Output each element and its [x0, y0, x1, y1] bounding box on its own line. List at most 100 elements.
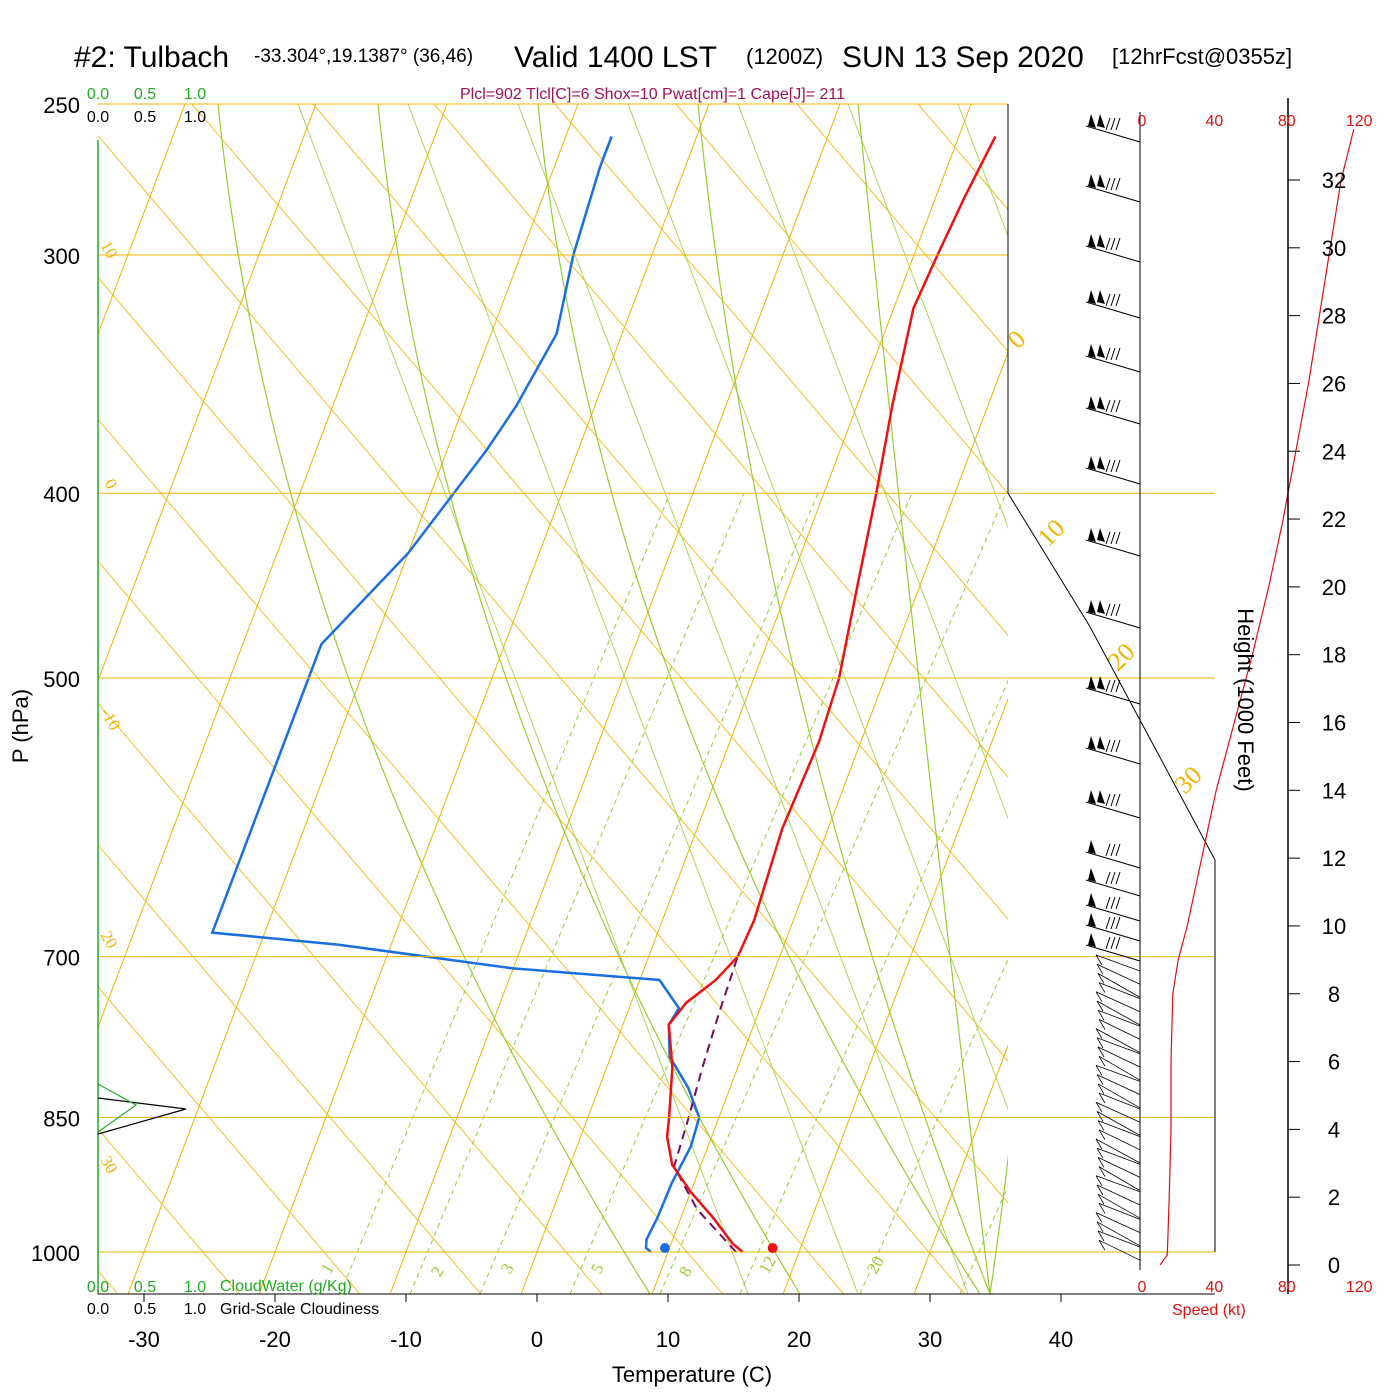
pressure-tick-label: 500	[43, 667, 80, 692]
cloudwater-scale-top: 0.0	[87, 86, 109, 103]
wind-barb-flag	[1115, 793, 1121, 807]
cloudiness-scale-top: 0.0	[87, 109, 109, 126]
pressure-tick-label: 400	[43, 482, 80, 507]
wind-barb	[1085, 736, 1141, 765]
low-level-barb-staff	[1098, 1203, 1141, 1220]
low-level-barb-staff	[1096, 1000, 1141, 1026]
wind-barb-flag	[1105, 237, 1111, 251]
speed-tick-bottom: 40	[1206, 1279, 1224, 1296]
diagonal-line	[98, 134, 1008, 1204]
isotherm-line	[651, 351, 1008, 1294]
cloudiness-scale-bottom: 0.5	[134, 1301, 156, 1318]
isotherm-line	[913, 1044, 1008, 1294]
low-level-barb-feather	[1096, 1037, 1104, 1049]
speed-tick-top: 120	[1346, 113, 1373, 130]
wind-barb-flag	[1110, 117, 1116, 131]
pressure-tick-label: 250	[43, 93, 80, 118]
x-tick-label: 0	[531, 1327, 543, 1352]
wind-barb-flag	[1115, 916, 1121, 930]
low-level-barb-staff	[1097, 973, 1141, 998]
low-level-barb-feather	[1098, 1055, 1106, 1067]
low-level-barb-staff	[1097, 1193, 1141, 1219]
low-level-barb-feather	[1098, 1239, 1106, 1251]
isotherm-line	[127, 104, 579, 1294]
cloudiness-label: Grid-Scale Cloudiness	[220, 1301, 379, 1318]
wind-barb-flag	[1110, 896, 1116, 910]
wind-barb-staff	[1085, 467, 1141, 485]
height-tick-label: 18	[1322, 643, 1346, 668]
y-axis-label: P (hPa)	[8, 689, 33, 763]
low-level-barb-staff	[1098, 1092, 1141, 1110]
wind-barb-flag	[1110, 739, 1116, 753]
wind-barb-pennant	[1088, 933, 1096, 947]
cloudwater-scale-top: 0.5	[134, 86, 156, 103]
height-tick-label: 4	[1328, 1117, 1340, 1142]
wind-barb-flag	[1110, 293, 1116, 307]
wind-barb	[1085, 114, 1141, 143]
wind-barb-staff	[1085, 801, 1141, 819]
height-tick-label: 12	[1322, 846, 1346, 871]
height-axis-label: Height (1000 Feet)	[1233, 608, 1258, 791]
low-level-barb-feather	[1098, 982, 1106, 993]
wind-barb-flag	[1105, 896, 1111, 910]
height-tick-label: 24	[1322, 439, 1346, 464]
isotherm-line	[1168, 104, 1400, 1316]
speed-tick-top: 0	[1138, 113, 1147, 130]
diagonal-line	[554, 104, 1008, 637]
dry-adiabat	[847, 104, 1008, 529]
low-level-barb-feather	[1097, 973, 1105, 984]
low-level-barb-feather	[1097, 1230, 1105, 1242]
mixing-ratio-line	[659, 493, 1007, 1294]
low-level-barb-staff	[1096, 1037, 1141, 1055]
wind-barb-staff	[1085, 355, 1141, 373]
station-title: #2: Tulbach	[74, 41, 229, 74]
cloudiness-scale-top: 1.0	[184, 109, 206, 126]
wind-barb	[1085, 528, 1141, 557]
wind-barb-pennant	[1088, 600, 1096, 614]
wind-barb-staff	[1085, 125, 1141, 143]
wind-barb-flag	[1105, 117, 1111, 131]
speed-tick-bottom: 0	[1138, 1279, 1147, 1296]
speed-tick-top: 80	[1278, 113, 1296, 130]
low-level-barb-feather	[1098, 1092, 1106, 1104]
diagonal-line	[796, 104, 1008, 353]
wind-barb-pennant	[1097, 290, 1105, 304]
low-level-barb-feather	[1095, 1138, 1103, 1150]
diagonal-line	[98, 702, 603, 1294]
dry-adiabat	[627, 104, 1008, 1111]
wind-barb	[1085, 344, 1141, 373]
low-level-barb-staff	[1098, 982, 1141, 999]
mixing-ratio-line	[859, 957, 1008, 1294]
wind-barb-flag	[1115, 603, 1121, 617]
low-level-barb-staff	[1095, 1175, 1141, 1193]
wind-barb	[1085, 676, 1141, 705]
pressure-tick-label: 850	[43, 1106, 80, 1131]
low-level-barb-staff	[1095, 1065, 1141, 1082]
height-tick-label: 16	[1322, 711, 1346, 736]
wind-barb-flag	[1110, 793, 1116, 807]
low-level-barb-staff	[1097, 1046, 1141, 1068]
wind-barb-staff	[1085, 747, 1141, 765]
low-level-barb-feather	[1095, 1212, 1103, 1223]
wind-barb	[1085, 893, 1141, 922]
pressure-tick-label: 1000	[31, 1241, 80, 1266]
low-level-barb-staff	[1097, 1083, 1141, 1109]
wind-barb-flag	[1115, 117, 1121, 131]
chart-overlay: -30 -20 -10 0 10 20 30 402503004005007008501000…	[31, 86, 1373, 1352]
low-level-barb-staff	[1096, 1074, 1141, 1095]
diagonal-line	[98, 844, 482, 1294]
low-level-barb-feather	[1096, 1184, 1104, 1196]
cloudwater-scale-bottom: 0.0	[87, 1279, 109, 1296]
isotherm-line	[98, 104, 186, 336]
cloudwater-scale-top: 1.0	[184, 86, 206, 103]
wind-barb-flag	[1110, 603, 1116, 617]
mixing-ratio-label: 8	[675, 1263, 696, 1280]
wind-barb-staff	[1085, 407, 1141, 425]
dry-adiabat	[517, 104, 969, 1294]
wind-barb-pennant	[1097, 114, 1105, 128]
wind-barb-flag	[1105, 871, 1111, 885]
mixing-ratio-label: 3	[497, 1260, 518, 1277]
x-axis-label: Temperature (C)	[612, 1362, 772, 1387]
diagonal-line	[675, 104, 1008, 495]
